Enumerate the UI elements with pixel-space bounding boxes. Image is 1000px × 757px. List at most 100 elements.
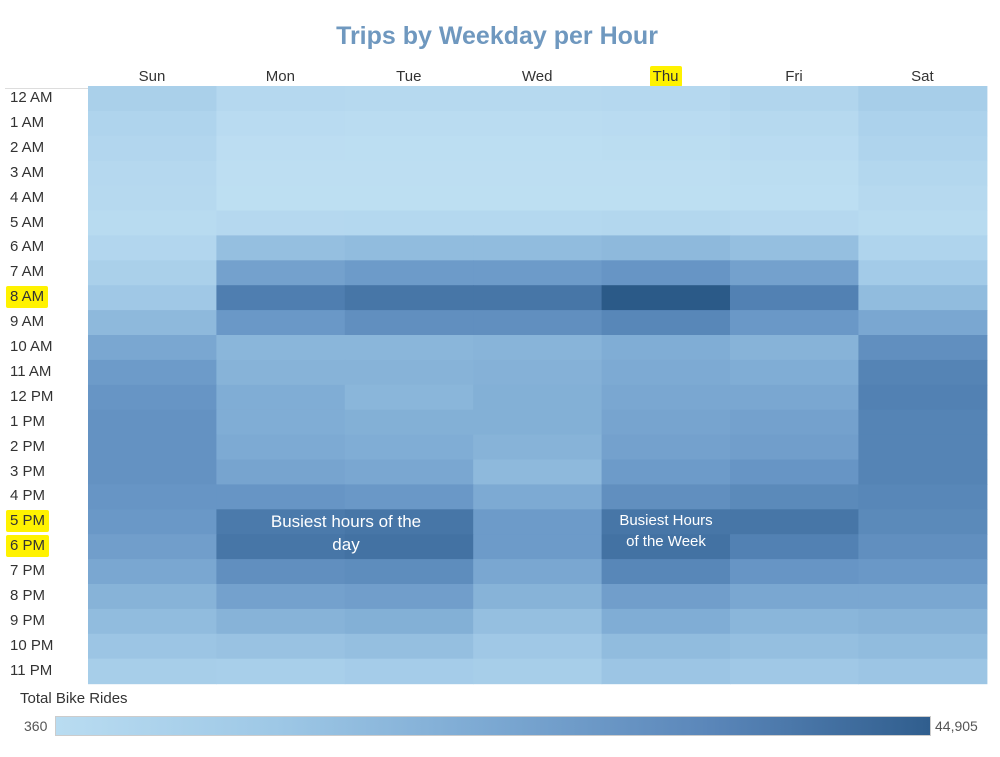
heatmap-cell-tue-10-pm[interactable]: Tue 10 PM: 14000 [345,634,474,660]
heatmap-cell-wed-3-pm[interactable]: Wed 3 PM: 16000 [473,460,602,486]
heatmap-cell-thu-12-am[interactable]: Thu 12 AM: 4000 [602,86,731,112]
heatmap-cell-thu-10-am[interactable]: Thu 10 AM: 20000 [602,335,731,361]
heatmap-cell-thu-8-pm[interactable]: Thu 8 PM: 25000 [602,584,731,610]
heatmap-cell-tue-9-am[interactable]: Tue 9 AM: 30000 [345,310,474,336]
heatmap-cell-sat-5-pm[interactable]: Sat 5 PM: 32000 [858,509,987,535]
heatmap-cell-fri-1-am[interactable]: Fri 1 AM: 3500 [730,111,859,136]
heatmap-cell-mon-8-pm[interactable]: Mon 8 PM: 24000 [216,584,345,610]
heatmap-cell-wed-5-am[interactable]: Wed 5 AM: 4200 [473,211,602,237]
heatmap-cell-wed-11-am[interactable]: Wed 11 AM: 18500 [473,360,602,386]
heatmap-cell-wed-12-am[interactable]: Wed 12 AM: 3500 [473,86,602,112]
heatmap-cell-wed-1-pm[interactable]: Wed 1 PM: 19000 [473,410,602,436]
heatmap-cell-thu-3-am[interactable]: Thu 3 AM: 1200 [602,161,731,187]
heatmap-cell-sun-12-pm[interactable]: Sun 12 PM: 28000 [88,385,217,411]
heatmap-cell-tue-8-pm[interactable]: Tue 8 PM: 25000 [345,584,474,610]
heatmap-cell-tue-12-pm[interactable]: Tue 12 PM: 17000 [345,385,474,411]
heatmap-cell-thu-11-am[interactable]: Thu 11 AM: 21000 [602,360,731,386]
heatmap-cell-mon-11-am[interactable]: Mon 11 AM: 18000 [216,360,345,386]
heatmap-cell-mon-4-pm[interactable]: Mon 4 PM: 28000 [216,484,345,510]
heatmap-cell-fri-10-pm[interactable]: Fri 10 PM: 14000 [730,634,859,660]
heatmap-cell-tue-9-pm[interactable]: Tue 9 PM: 19000 [345,609,474,635]
heatmap-cell-fri-2-pm[interactable]: Fri 2 PM: 25000 [730,435,859,461]
heatmap-cell-mon-2-am[interactable]: Mon 2 AM: 1600 [216,136,345,162]
heatmap-cell-thu-4-am[interactable]: Thu 4 AM: 1000 [602,186,731,212]
heatmap-cell-wed-10-am[interactable]: Wed 10 AM: 17500 [473,335,602,361]
heatmap-cell-wed-12-pm[interactable]: Wed 12 PM: 19000 [473,385,602,411]
heatmap-cell-wed-11-pm[interactable]: Wed 11 PM: 9000 [473,659,602,685]
heatmap-cell-wed-3-am[interactable]: Wed 3 AM: 1100 [473,161,602,187]
heatmap-cell-fri-4-pm[interactable]: Fri 4 PM: 32000 [730,484,859,510]
heatmap-cell-tue-11-pm[interactable]: Tue 11 PM: 9500 [345,659,474,685]
heatmap-cell-sun-1-pm[interactable]: Sun 1 PM: 29000 [88,410,217,436]
heatmap-cell-mon-12-am[interactable]: Mon 12 AM: 4000 [216,86,345,112]
heatmap-cell-sun-5-pm[interactable]: Sun 5 PM: 27000 [88,509,217,535]
heatmap-cell-sun-5-am[interactable]: Sun 5 AM: 2800 [88,211,217,237]
heatmap-cell-sun-4-am[interactable]: Sun 4 AM: 3500 [88,186,217,212]
heatmap-cell-fri-12-pm[interactable]: Fri 12 PM: 22000 [730,385,859,411]
heatmap-cell-sat-6-am[interactable]: Sat 6 AM: 6000 [858,235,987,261]
heatmap-cell-wed-2-pm[interactable]: Wed 2 PM: 18000 [473,435,602,461]
heatmap-cell-sun-6-am[interactable]: Sun 6 AM: 5000 [88,235,217,261]
heatmap-cell-fri-10-am[interactable]: Fri 10 AM: 18000 [730,335,859,361]
heatmap-cell-sat-4-pm[interactable]: Sat 4 PM: 33000 [858,484,987,510]
heatmap-cell-sat-1-pm[interactable]: Sat 1 PM: 34000 [858,410,987,436]
heatmap-cell-thu-11-pm[interactable]: Thu 11 PM: 12000 [602,659,731,685]
heatmap-cell-thu-7-pm[interactable]: Thu 7 PM: 33000 [602,559,731,585]
heatmap-cell-thu-6-am[interactable]: Thu 6 AM: 16000 [602,235,731,261]
heatmap-cell-sat-3-pm[interactable]: Sat 3 PM: 34000 [858,460,987,486]
heatmap-cell-sat-5-am[interactable]: Sat 5 AM: 2800 [858,211,987,237]
heatmap-cell-sat-10-am[interactable]: Sat 10 AM: 30000 [858,335,987,361]
heatmap-cell-mon-7-pm[interactable]: Mon 7 PM: 30000 [216,559,345,585]
heatmap-cell-sat-6-pm[interactable]: Sat 6 PM: 30000 [858,534,987,560]
heatmap-cell-mon-7-am[interactable]: Mon 7 AM: 24000 [216,260,345,286]
heatmap-cell-tue-7-pm[interactable]: Tue 7 PM: 31000 [345,559,474,585]
heatmap-cell-thu-9-am[interactable]: Thu 9 AM: 33000 [602,310,731,336]
heatmap-cell-tue-3-pm[interactable]: Tue 3 PM: 22000 [345,460,474,486]
heatmap-cell-sat-12-am[interactable]: Sat 12 AM: 9000 [858,86,987,112]
heatmap-cell-sun-9-pm[interactable]: Sun 9 PM: 15000 [88,609,217,635]
heatmap-cell-wed-7-am[interactable]: Wed 7 AM: 26000 [473,260,602,286]
heatmap-cell-tue-1-am[interactable]: Tue 1 AM: 2200 [345,111,474,136]
heatmap-cell-sat-7-pm[interactable]: Sat 7 PM: 27000 [858,559,987,585]
heatmap-cell-fri-9-am[interactable]: Fri 9 AM: 27000 [730,310,859,336]
heatmap-cell-wed-4-pm[interactable]: Wed 4 PM: 21000 [473,484,602,510]
heatmap-cell-mon-5-am[interactable]: Mon 5 AM: 4000 [216,211,345,237]
heatmap-cell-wed-9-am[interactable]: Wed 9 AM: 30000 [473,310,602,336]
heatmap-cell-sun-12-am[interactable]: Sun 12 AM: 8000 [88,86,217,112]
heatmap-cell-thu-1-am[interactable]: Thu 1 AM: 2500 [602,111,731,136]
heatmap-cell-fri-4-am[interactable]: Fri 4 AM: 1500 [730,186,859,212]
heatmap-cell-sun-11-am[interactable]: Sun 11 AM: 26000 [88,360,217,386]
heatmap-cell-thu-2-pm[interactable]: Thu 2 PM: 24000 [602,435,731,461]
heatmap-cell-mon-10-pm[interactable]: Mon 10 PM: 13000 [216,634,345,660]
heatmap-cell-sun-9-am[interactable]: Sun 9 AM: 16000 [88,310,217,336]
heatmap-cell-sat-9-am[interactable]: Sat 9 AM: 22000 [858,310,987,336]
heatmap-cell-fri-11-am[interactable]: Fri 11 AM: 20000 [730,360,859,386]
heatmap-cell-sat-10-pm[interactable]: Sat 10 PM: 15000 [858,634,987,660]
heatmap-cell-tue-5-am[interactable]: Tue 5 AM: 4200 [345,211,474,237]
heatmap-cell-fri-1-pm[interactable]: Fri 1 PM: 24000 [730,410,859,436]
heatmap-cell-wed-9-pm[interactable]: Wed 9 PM: 14000 [473,609,602,635]
heatmap-cell-thu-9-pm[interactable]: Thu 9 PM: 20000 [602,609,731,635]
heatmap-cell-mon-1-pm[interactable]: Mon 1 PM: 20000 [216,410,345,436]
heatmap-cell-tue-4-pm[interactable]: Tue 4 PM: 27000 [345,484,474,510]
heatmap-cell-tue-2-am[interactable]: Tue 2 AM: 1400 [345,136,474,162]
heatmap-cell-sun-3-pm[interactable]: Sun 3 PM: 29000 [88,460,217,486]
heatmap-cell-wed-7-pm[interactable]: Wed 7 PM: 22000 [473,559,602,585]
heatmap-cell-sat-1-am[interactable]: Sat 1 AM: 7000 [858,111,987,136]
heatmap-cell-sun-10-am[interactable]: Sun 10 AM: 22000 [88,335,217,361]
heatmap-cell-sat-11-am[interactable]: Sat 11 AM: 34000 [858,360,987,386]
heatmap-cell-sun-11-pm[interactable]: Sun 11 PM: 9000 [88,659,217,685]
heatmap-cell-sat-12-pm[interactable]: Sat 12 PM: 35000 [858,385,987,411]
heatmap-cell-thu-10-pm[interactable]: Thu 10 PM: 15000 [602,634,731,660]
heatmap-cell-wed-5-pm[interactable]: Wed 5 PM: 26000 [473,509,602,535]
heatmap-cell-wed-6-am[interactable]: Wed 6 AM: 15000 [473,235,602,261]
heatmap-cell-wed-4-am[interactable]: Wed 4 AM: 900 [473,186,602,212]
heatmap-cell-sat-9-pm[interactable]: Sat 9 PM: 18000 [858,609,987,635]
heatmap-cell-wed-8-am[interactable]: Wed 8 AM: 38000 [473,285,602,311]
heatmap-cell-tue-4-am[interactable]: Tue 4 AM: 900 [345,186,474,212]
heatmap-cell-sun-10-pm[interactable]: Sun 10 PM: 12000 [88,634,217,660]
heatmap-cell-mon-12-pm[interactable]: Mon 12 PM: 20000 [216,385,345,411]
heatmap-cell-fri-2-am[interactable]: Fri 2 AM: 2500 [730,136,859,162]
heatmap-cell-sun-7-pm[interactable]: Sun 7 PM: 22000 [88,559,217,585]
heatmap-cell-mon-10-am[interactable]: Mon 10 AM: 17000 [216,335,345,361]
